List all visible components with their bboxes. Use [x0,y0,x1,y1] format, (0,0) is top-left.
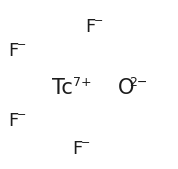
Text: Tc: Tc [52,78,73,98]
Text: O: O [118,78,134,98]
Text: −: − [17,40,27,50]
Text: F: F [8,42,18,60]
Text: −: − [81,138,91,148]
Text: −: − [17,110,27,120]
Text: F: F [85,18,95,36]
Text: F: F [72,140,82,158]
Text: 2−: 2− [129,76,147,89]
Text: F: F [8,112,18,130]
Text: 7+: 7+ [73,76,92,89]
Text: −: − [94,16,104,26]
